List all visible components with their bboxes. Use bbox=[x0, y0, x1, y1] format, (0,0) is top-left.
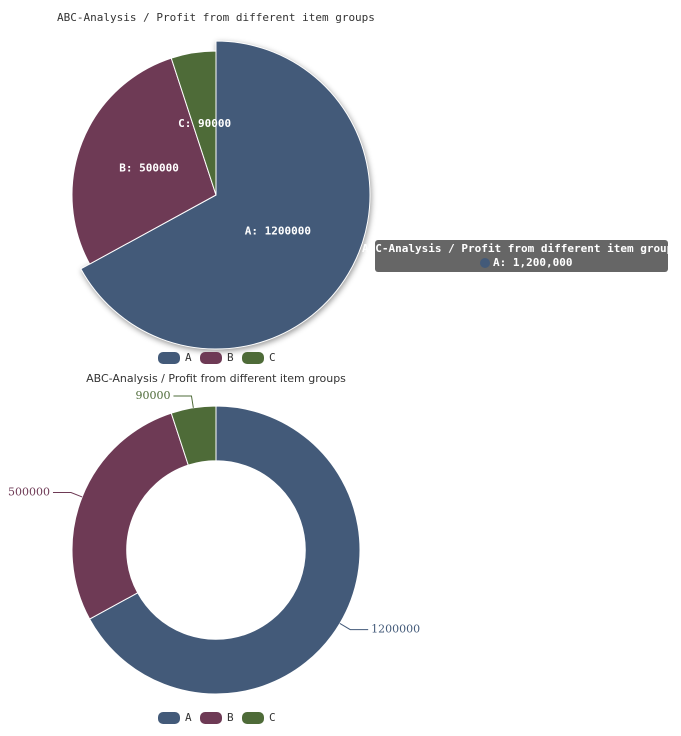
legend-swatch bbox=[158, 352, 180, 364]
legend-label: B bbox=[227, 711, 234, 724]
legend-label: B bbox=[227, 351, 234, 364]
pie-slice bbox=[170, 50, 217, 196]
tooltip-text: A: 1,200,000 bbox=[493, 256, 572, 269]
donut-slice bbox=[170, 405, 217, 466]
data-label: C: 90000 bbox=[178, 117, 231, 130]
data-label: 500000 bbox=[8, 486, 50, 499]
donut-slice bbox=[88, 405, 361, 695]
data-label: 1200000 bbox=[371, 623, 420, 636]
donut-slice bbox=[71, 412, 189, 620]
leader-line bbox=[339, 623, 369, 631]
tooltip-dot bbox=[480, 258, 490, 268]
tooltip-title: ABC-Analysis / Profit from different ite… bbox=[362, 242, 680, 255]
legend-label: C bbox=[269, 711, 276, 724]
leader-line bbox=[173, 395, 194, 408]
data-label: B: 500000 bbox=[119, 161, 179, 174]
tooltip-box bbox=[375, 240, 668, 272]
legend-label: A bbox=[185, 351, 192, 364]
legend-label: A bbox=[185, 711, 192, 724]
chart-title: ABC-Analysis / Profit from different ite… bbox=[86, 372, 346, 385]
chart-title: ABC-Analysis / Profit from different ite… bbox=[57, 11, 375, 24]
legend-swatch bbox=[158, 712, 180, 724]
data-label: 90000 bbox=[135, 389, 170, 402]
tooltip: ABC-Analysis / Profit from different ite… bbox=[362, 240, 680, 272]
leader-line bbox=[52, 492, 83, 498]
legend-swatch bbox=[200, 352, 222, 364]
legend-label: C bbox=[269, 351, 276, 364]
legend-swatch bbox=[200, 712, 222, 724]
data-label: A: 1200000 bbox=[245, 225, 311, 238]
legend-swatch bbox=[242, 352, 264, 364]
pie-slice bbox=[71, 57, 217, 265]
pie-slice bbox=[80, 40, 371, 350]
legend-swatch bbox=[242, 712, 264, 724]
